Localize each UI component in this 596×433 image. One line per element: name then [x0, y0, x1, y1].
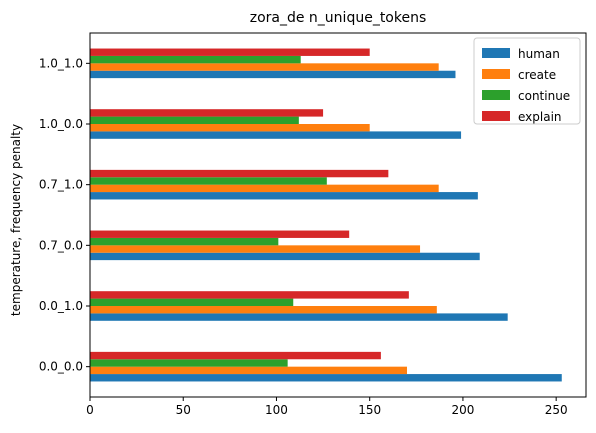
y-tick-label: 0.0_1.0 [39, 299, 83, 313]
legend-swatch-explain [482, 111, 510, 121]
bar-continue-0.0_1.0 [90, 298, 294, 306]
bar-create-0.7_0.0 [90, 245, 421, 253]
bar-create-1.0_0.0 [90, 124, 370, 132]
bar-create-1.0_1.0 [90, 63, 439, 71]
bar-continue-0.7_0.0 [90, 237, 279, 246]
x-tick-label: 250 [545, 403, 568, 417]
bar-create-0.0_0.0 [90, 366, 407, 375]
x-tick-label: 100 [265, 403, 288, 417]
bar-human-0.7_1.0 [90, 192, 478, 200]
bar-create-0.7_1.0 [90, 184, 439, 193]
bar-human-0.0_1.0 [90, 313, 508, 321]
x-tick-label: 0 [86, 403, 94, 417]
y-tick-label: 0.7_1.0 [39, 178, 83, 192]
x-tick-label: 200 [451, 403, 474, 417]
axes-frame [89, 32, 587, 398]
legend-label-human: human [518, 47, 560, 61]
legend-swatch-human [482, 48, 510, 58]
y-tick-label: 0.0_0.0 [39, 360, 83, 374]
bar-create-0.0_1.0 [90, 306, 437, 314]
bar-explain-1.0_0.0 [90, 109, 324, 117]
bar-human-1.0_0.0 [90, 131, 462, 139]
bar-explain-0.0_0.0 [90, 351, 381, 360]
legend-label-create: create [518, 68, 556, 82]
bar-explain-1.0_1.0 [90, 48, 370, 56]
legend-swatch-create [482, 69, 510, 79]
bar-human-0.7_0.0 [90, 252, 480, 261]
bar-continue-1.0_0.0 [90, 116, 299, 124]
y-tick-label: 1.0_1.0 [39, 56, 83, 70]
bar-continue-0.7_1.0 [90, 177, 327, 185]
y-axis-label: temperature, frequency penalty [9, 124, 23, 316]
bar-explain-0.7_1.0 [90, 169, 389, 178]
bar-continue-1.0_1.0 [90, 55, 301, 64]
legend-label-explain: explain [518, 110, 562, 124]
bar-continue-0.0_0.0 [90, 359, 288, 367]
legend-swatch-continue [482, 90, 510, 100]
y-tick-label: 0.7_0.0 [39, 238, 83, 252]
x-tick-label: 150 [358, 403, 381, 417]
y-tick-label: 1.0_0.0 [39, 117, 83, 131]
x-tick-label: 50 [176, 403, 191, 417]
legend-label-continue: continue [518, 89, 570, 103]
bar-human-1.0_1.0 [90, 70, 456, 79]
bar-human-0.0_0.0 [90, 374, 562, 382]
legend-box [473, 37, 581, 125]
plot-area: 0.0_0.0 0.0_1.0 0.7_0.0 0.7_1.0 1.0_0.0 1.0_1… [39, 32, 587, 417]
legend: human create continue explain [473, 37, 581, 125]
chart-title: zora_de n_unique_tokens [250, 10, 427, 26]
bar-explain-0.7_0.0 [90, 230, 350, 238]
bar-explain-0.0_1.0 [90, 291, 409, 299]
